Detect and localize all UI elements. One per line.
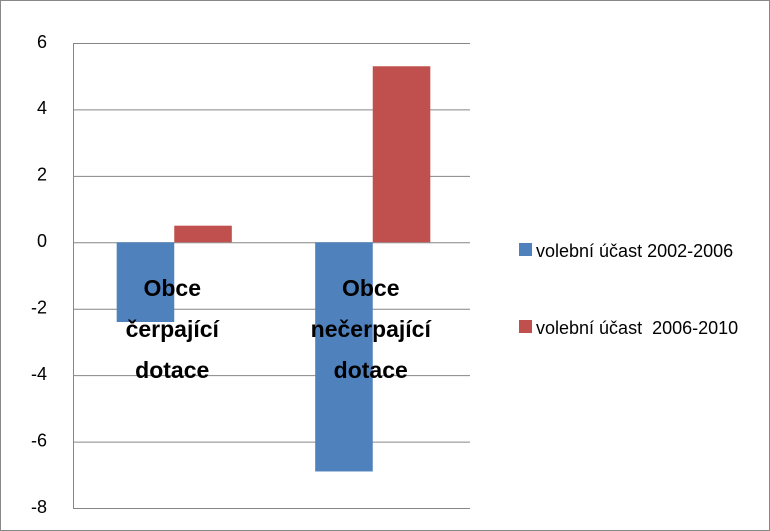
y-tick-label: -4 [31, 364, 47, 384]
bar [315, 242, 373, 472]
x-tick-label: Obce nečerpající dotace [310, 275, 431, 383]
y-tick-label: 4 [37, 98, 47, 118]
bar [372, 66, 431, 243]
legend-label: volební účast 2006-2010 [536, 318, 739, 338]
y-tick-label: 2 [37, 165, 47, 185]
y-tick-label: 6 [37, 32, 47, 52]
y-tick-label: 0 [37, 231, 47, 251]
legend-label: volební účast 2002-2006 [536, 241, 734, 261]
y-tick-label: -2 [31, 297, 47, 317]
bar [174, 225, 232, 243]
bar [116, 242, 175, 322]
legend-swatch [519, 243, 532, 256]
legend-swatch [519, 320, 532, 333]
y-tick-label: -6 [31, 430, 47, 450]
y-tick-label: -8 [31, 497, 47, 517]
x-tick-label: Obce čerpající dotace [125, 275, 219, 383]
